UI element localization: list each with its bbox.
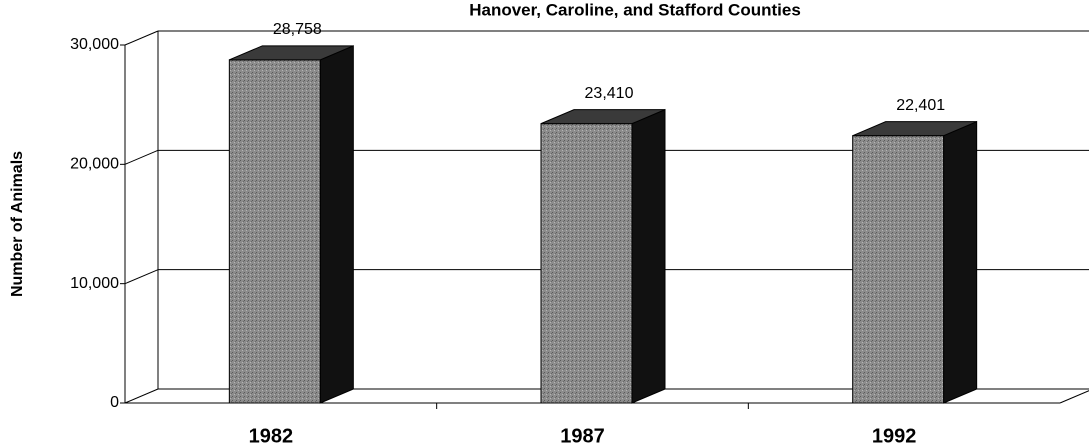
y-tick-label: 10,000 — [70, 275, 119, 292]
y-axis-label: Number of Animals — [9, 151, 26, 297]
bar-side — [319, 45, 354, 404]
chart-title: Hanover, Caroline, and Stafford Counties — [469, 0, 801, 19]
grid-line-side — [124, 388, 159, 404]
bar — [540, 123, 633, 404]
y-tick-label: 20,000 — [70, 156, 119, 173]
grid-line-side — [124, 149, 159, 165]
bar-top — [540, 109, 666, 125]
value-label: 28,758 — [273, 21, 322, 38]
y-tick-label: 0 — [110, 394, 119, 411]
y-tick-label: 30,000 — [70, 36, 119, 53]
floor-right — [1059, 390, 1089, 404]
x-tick-label: 1987 — [560, 425, 605, 447]
bar-side — [631, 108, 666, 404]
bar — [228, 59, 321, 404]
value-label: 23,410 — [585, 85, 634, 102]
bar — [852, 135, 945, 404]
bar-side — [943, 120, 978, 404]
bar-top — [229, 45, 354, 61]
grid-line-side — [124, 269, 159, 285]
grid-line-side — [124, 30, 159, 46]
x-tick-label: 1992 — [872, 425, 917, 447]
bar-top — [852, 121, 977, 137]
value-label: 22,401 — [896, 97, 945, 114]
x-tick-label: 1982 — [249, 425, 294, 447]
